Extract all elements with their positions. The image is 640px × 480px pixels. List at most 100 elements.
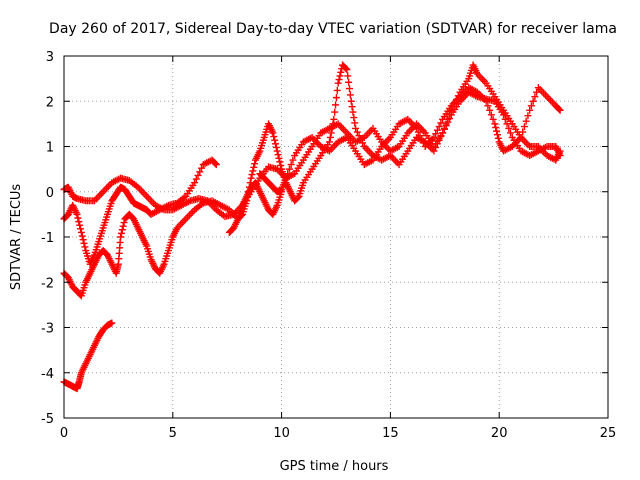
- y-tick-label: -4: [41, 367, 54, 382]
- data-point: [194, 171, 202, 179]
- axis-ticks: 0 5 10 15 20 25 -5 -4 -3 -2 -1 0 1 2 3: [41, 50, 616, 441]
- data-point: [344, 72, 352, 80]
- data-point: [273, 147, 281, 155]
- data-point: [272, 143, 280, 151]
- data-point: [520, 123, 528, 131]
- data-point: [287, 161, 295, 169]
- data-point: [430, 147, 438, 155]
- x-tick-label: 0: [60, 426, 68, 441]
- data-point: [325, 138, 333, 146]
- data-point: [433, 126, 441, 134]
- data-point: [442, 120, 450, 128]
- data-point: [349, 108, 357, 116]
- y-tick-label: -2: [41, 276, 54, 291]
- data-point: [334, 79, 342, 87]
- data-point: [78, 232, 86, 240]
- data-point: [119, 222, 127, 230]
- x-tick-label: 10: [273, 426, 290, 441]
- data-point: [439, 129, 447, 137]
- data-point: [489, 115, 497, 123]
- data-point: [430, 133, 438, 141]
- data-point: [335, 76, 343, 84]
- data-marks: [60, 61, 564, 393]
- y-tick-label: -3: [41, 322, 54, 337]
- data-point: [345, 78, 353, 86]
- x-tick-label: 5: [169, 426, 177, 441]
- data-point: [437, 119, 445, 127]
- data-point: [482, 97, 490, 105]
- y-tick-label: 3: [46, 50, 54, 65]
- data-point: [556, 106, 564, 114]
- data-point: [507, 129, 515, 137]
- x-tick-label: 15: [382, 426, 399, 441]
- data-point: [493, 127, 501, 135]
- x-tick-label: 25: [600, 426, 617, 441]
- y-tick-label: 1: [46, 141, 54, 156]
- data-point: [251, 160, 259, 168]
- data-point: [357, 135, 365, 143]
- data-point: [108, 319, 116, 327]
- data-point: [81, 243, 89, 251]
- data-point: [350, 114, 358, 122]
- data-point: [276, 158, 284, 166]
- data-point: [446, 111, 454, 119]
- data-point: [491, 120, 499, 128]
- data-point: [519, 128, 527, 136]
- data-point: [274, 151, 282, 159]
- data-point: [432, 143, 440, 151]
- data-point: [359, 139, 367, 147]
- data-point: [524, 112, 532, 120]
- data-point: [352, 124, 360, 132]
- data-point: [345, 85, 353, 93]
- data-point: [75, 218, 83, 226]
- data-point: [418, 135, 426, 143]
- data-point: [492, 123, 500, 131]
- data-point: [285, 165, 293, 173]
- data-point: [326, 133, 334, 141]
- data-series: [60, 88, 564, 221]
- data-point: [556, 147, 564, 155]
- data-point: [517, 133, 525, 141]
- data-point: [440, 124, 448, 132]
- data-series: [225, 179, 286, 236]
- x-tick-label: 20: [491, 426, 508, 441]
- data-point: [486, 106, 494, 114]
- data-point: [328, 124, 336, 132]
- data-point: [73, 210, 81, 218]
- data-point: [282, 174, 290, 182]
- y-tick-label: -5: [41, 412, 54, 427]
- data-point: [272, 140, 280, 148]
- data-point: [531, 93, 539, 101]
- data-point: [79, 236, 87, 244]
- data-point: [355, 132, 363, 140]
- data-point: [118, 226, 126, 234]
- data-point: [484, 102, 492, 110]
- data-point: [555, 105, 563, 113]
- data-point: [522, 117, 530, 125]
- data-point: [277, 162, 285, 170]
- data-point: [413, 124, 421, 132]
- data-point: [494, 134, 502, 142]
- data-point: [342, 65, 350, 73]
- data-point: [343, 66, 351, 74]
- data-point: [270, 133, 278, 141]
- data-point: [212, 161, 220, 169]
- data-point: [289, 156, 297, 164]
- data-series: [60, 319, 116, 393]
- data-point: [416, 132, 424, 140]
- data-point: [414, 128, 422, 136]
- data-point: [346, 91, 354, 99]
- data-point: [347, 97, 355, 105]
- data-point: [247, 174, 255, 182]
- data-series: [60, 61, 564, 300]
- data-point: [192, 175, 200, 183]
- data-point: [329, 120, 337, 128]
- data-point: [77, 225, 85, 233]
- data-point: [80, 239, 88, 247]
- y-axis-label: SDTVAR / TECUs: [9, 184, 24, 291]
- data-point: [198, 164, 206, 172]
- data-point: [527, 102, 535, 110]
- data-point: [336, 72, 344, 80]
- data-point: [526, 106, 534, 114]
